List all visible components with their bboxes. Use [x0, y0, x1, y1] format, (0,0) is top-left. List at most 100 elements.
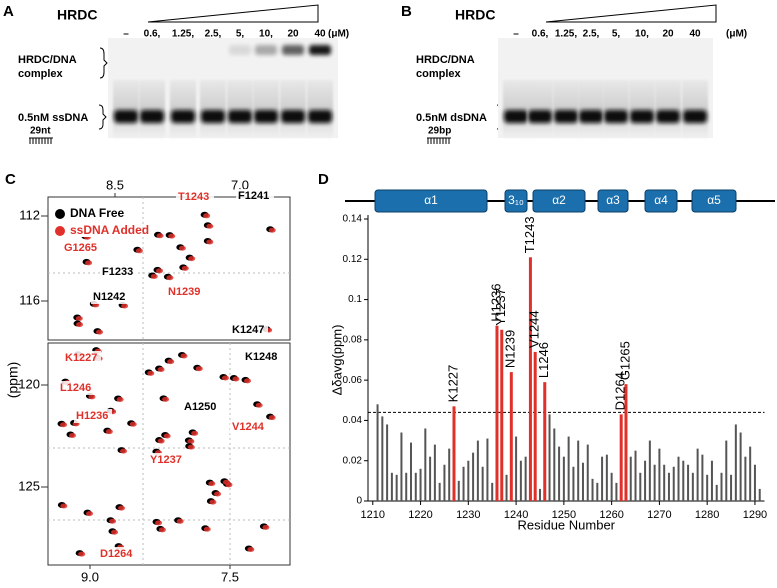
- gel-band: [656, 110, 680, 123]
- peak-bound: [111, 529, 119, 535]
- gel-lane: [655, 80, 681, 138]
- free-label: 0.5nM ssDNA: [18, 112, 88, 124]
- bar: [567, 436, 570, 501]
- x-tick-label: 1270: [647, 509, 671, 521]
- gel-band: [554, 110, 578, 123]
- panel-letter: D: [318, 171, 329, 188]
- bar: [739, 432, 742, 501]
- legend-label: DNA Free: [70, 206, 125, 220]
- protein-label: HRDC: [57, 7, 97, 23]
- peak-bound: [195, 366, 203, 372]
- x-tick-label: 1250: [552, 509, 576, 521]
- gel-band: [308, 110, 332, 123]
- concentration-triangle: [147, 4, 319, 23]
- bar: [472, 452, 475, 501]
- helix: [691, 189, 737, 213]
- peak-bound: [180, 353, 188, 359]
- peak-bound: [117, 505, 125, 511]
- bar: [734, 424, 737, 501]
- bar: [572, 466, 575, 501]
- bar: [429, 456, 432, 501]
- peak-label: N1242: [93, 291, 125, 303]
- peak-bound: [232, 376, 240, 382]
- peak-bound: [255, 402, 263, 408]
- peak-bound: [60, 503, 68, 509]
- concentration-label: 10,: [259, 29, 273, 40]
- peak-bound: [68, 433, 76, 439]
- gel-band: [201, 110, 225, 123]
- peak-bound: [162, 396, 170, 402]
- concentration-label: 5,: [236, 29, 245, 40]
- peak-label-bg: [176, 190, 214, 204]
- peak-label: T1243: [178, 191, 209, 203]
- dna-length: 29bp: [428, 126, 451, 137]
- helix: [374, 189, 488, 213]
- bar: [591, 478, 594, 501]
- bar: [519, 460, 522, 501]
- gel-lane: [200, 80, 226, 138]
- bar: [744, 456, 747, 501]
- gel-lane: [629, 80, 655, 138]
- gel-lane: [280, 80, 306, 138]
- x-tick-label: 7.0: [231, 177, 249, 192]
- unit-label: (μM): [726, 29, 747, 40]
- bar: [672, 466, 675, 501]
- gel-band: [114, 110, 138, 123]
- bar: [386, 424, 389, 501]
- peak-label: F1241: [238, 190, 269, 202]
- gel-lane: [113, 80, 139, 138]
- bar: [596, 482, 599, 501]
- peak-bound: [78, 551, 86, 557]
- bar: [730, 474, 733, 501]
- concentration-label: 1.25,: [555, 29, 577, 40]
- peak-label: K1247: [232, 324, 264, 336]
- gel-lane: [603, 80, 629, 138]
- bar-label: T1243: [522, 216, 537, 253]
- x-tick-label: 9.0: [81, 569, 99, 584]
- y-tick-label: 120: [18, 376, 40, 391]
- bar: [405, 472, 408, 501]
- bar: [528, 257, 532, 501]
- peak-bound: [244, 378, 252, 384]
- bar: [443, 464, 446, 501]
- peak-bound: [158, 527, 166, 533]
- bar: [553, 428, 556, 501]
- bar-label: K1227: [445, 365, 460, 403]
- gel-band: [528, 110, 552, 123]
- bar-label: L1246: [536, 342, 551, 378]
- peak-label: D1264: [100, 548, 133, 560]
- peak-bound: [157, 438, 165, 444]
- bar: [486, 438, 489, 501]
- bar: [376, 404, 379, 501]
- peak-bound: [150, 273, 158, 279]
- x-tick-label: 1260: [599, 509, 623, 521]
- gel-lane: [253, 80, 279, 138]
- peak-label-bg: [100, 265, 138, 279]
- bar: [720, 472, 723, 501]
- concentration-label: 2.5,: [583, 29, 600, 40]
- bar: [481, 466, 484, 501]
- peak-label-bg: [74, 409, 112, 423]
- peak-bound: [176, 518, 184, 524]
- bar: [605, 454, 608, 501]
- peak-label-bg: [230, 420, 268, 434]
- bar-label: H1236: [488, 283, 503, 321]
- peak-bound: [120, 448, 128, 454]
- peak-bound: [168, 233, 176, 239]
- bar-label: Y1237: [493, 288, 508, 326]
- bar: [581, 462, 584, 501]
- helix-label: α1: [424, 193, 438, 207]
- concentration-label: –: [513, 29, 519, 40]
- peak-bound: [88, 394, 96, 400]
- gel-band: [171, 110, 195, 123]
- bar: [476, 440, 479, 501]
- peak-label: K1248: [245, 351, 277, 363]
- bar: [725, 440, 728, 501]
- peak-bound: [203, 526, 211, 532]
- complex-band: [309, 45, 331, 55]
- bar: [467, 460, 470, 501]
- peak-bound: [167, 359, 175, 365]
- bar: [414, 472, 417, 501]
- bar: [639, 472, 642, 501]
- complex-band: [255, 45, 277, 55]
